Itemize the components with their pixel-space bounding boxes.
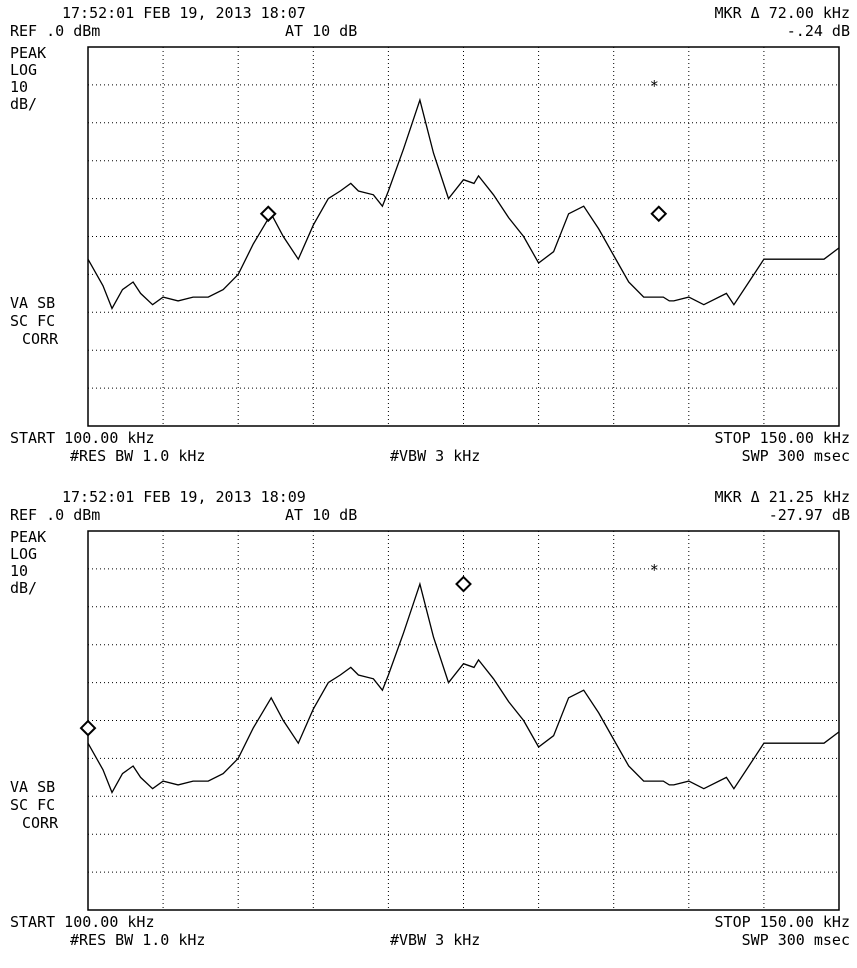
va-sb-label: VA SB (10, 778, 55, 796)
corr-label: CORR (22, 814, 59, 832)
scale-value-label: 10 (10, 78, 28, 96)
ref-level: REF .0 dBm (10, 22, 100, 40)
scale-unit-label: dB/ (10, 95, 37, 113)
marker-delta-amp: -.24 dB (787, 22, 850, 40)
marker-delta-amp: -27.97 dB (769, 506, 850, 524)
spectrum-svg-2: 17:52:01 FEB 19, 2013 18:09 REF .0 dBm A… (10, 488, 850, 949)
sc-fc-label: SC FC (10, 312, 55, 330)
sweep-time: SWP 300 msec (742, 447, 850, 465)
marker-diamond (259, 205, 277, 223)
timestamp: 17:52:01 FEB 19, 2013 18:09 (62, 488, 306, 506)
scale-value-label: 10 (10, 562, 28, 580)
detector-label: PEAK (10, 528, 46, 546)
marker-star: * (650, 77, 659, 95)
scale-unit-label: dB/ (10, 579, 37, 597)
sweep-time: SWP 300 msec (742, 931, 850, 949)
spectrum-panel-2: 17:52:01 FEB 19, 2013 18:09 REF .0 dBm A… (0, 484, 857, 968)
scale-type-label: LOG (10, 61, 37, 79)
spectrum-svg-1: 17:52:01 FEB 19, 2013 18:07 REF .0 dBm A… (10, 4, 850, 465)
attenuation: AT 10 dB (285, 22, 357, 40)
corr-label: CORR (22, 330, 59, 348)
ref-level: REF .0 dBm (10, 506, 100, 524)
timestamp: 17:52:01 FEB 19, 2013 18:07 (62, 4, 306, 22)
scale-type-label: LOG (10, 545, 37, 563)
marker-diamond (79, 719, 97, 737)
sc-fc-label: SC FC (10, 796, 55, 814)
resolution-bandwidth: #RES BW 1.0 kHz (70, 447, 205, 465)
detector-label: PEAK (10, 44, 46, 62)
spectrum-trace (87, 97, 840, 311)
start-frequency: START 100.00 kHz (10, 429, 155, 447)
video-bandwidth: #VBW 3 kHz (390, 931, 480, 949)
start-frequency: START 100.00 kHz (10, 913, 155, 931)
marker-delta-freq: MKR Δ 72.00 kHz (715, 4, 850, 22)
marker-layer (79, 575, 472, 737)
stop-frequency: STOP 150.00 kHz (715, 429, 850, 447)
marker-layer (259, 205, 668, 223)
va-sb-label: VA SB (10, 294, 55, 312)
marker-diamond (650, 205, 668, 223)
marker-diamond (455, 575, 472, 593)
resolution-bandwidth: #RES BW 1.0 kHz (70, 931, 205, 949)
graticule (88, 47, 839, 426)
spectrum-panel-1: 17:52:01 FEB 19, 2013 18:07 REF .0 dBm A… (10, 4, 850, 465)
marker-delta-freq: MKR Δ 21.25 kHz (715, 488, 850, 506)
marker-star: * (650, 561, 659, 579)
spectrum-trace (87, 581, 840, 795)
attenuation: AT 10 dB (285, 506, 357, 524)
video-bandwidth: #VBW 3 kHz (390, 447, 480, 465)
stop-frequency: STOP 150.00 kHz (715, 913, 850, 931)
